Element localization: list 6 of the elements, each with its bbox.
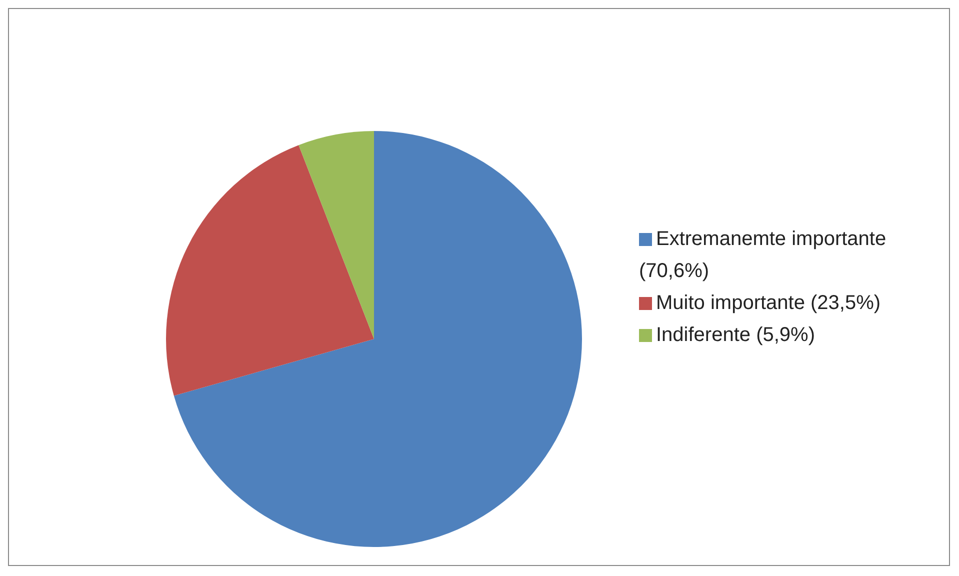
pie-slice: [298, 131, 374, 339]
pie-slice: [166, 145, 374, 396]
legend-label: Extremanemte importante (70,6%): [639, 228, 886, 282]
legend-label: Indiferente (5,9%): [656, 324, 815, 346]
legend-label: Muito importante (23,5%): [656, 292, 881, 314]
pie-slice: [174, 131, 582, 547]
